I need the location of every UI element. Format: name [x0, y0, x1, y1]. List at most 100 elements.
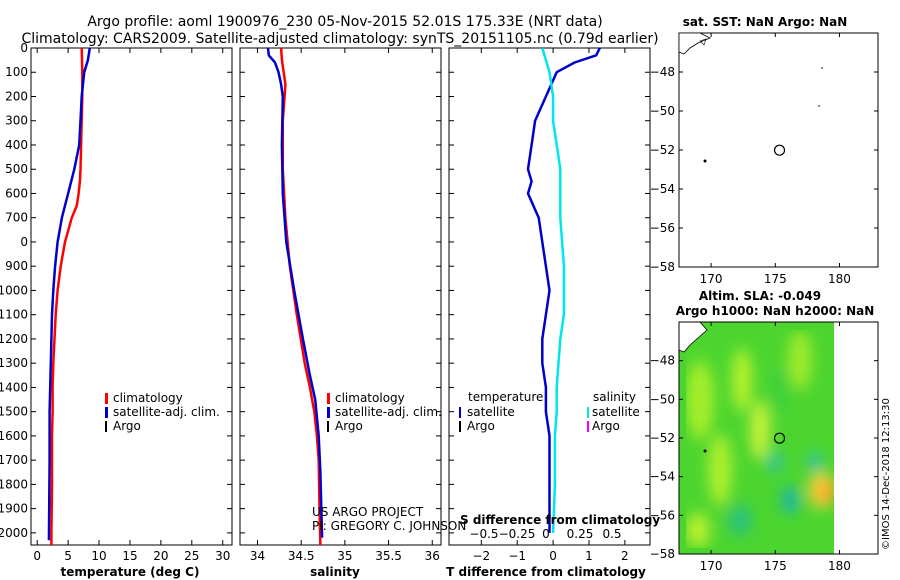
salinity-legend: climatology satellite-adj. clim. Argo	[327, 391, 442, 433]
map-y-tick-label: −50	[650, 392, 675, 406]
island-dot	[821, 67, 823, 69]
temperature-axes-frame	[30, 47, 233, 546]
x-tick-label: −1	[508, 549, 526, 563]
legend-swatch-argo	[327, 421, 329, 432]
series-line-salinity-satellite	[541, 48, 566, 533]
sla-blob	[686, 360, 714, 440]
legend-label-t-argo: Argo	[467, 419, 495, 433]
depth-tick-label: 300	[5, 114, 28, 128]
x-tick-label: 0	[33, 549, 41, 563]
s-tick-label: 0	[542, 527, 550, 541]
x-tick-label: 34.5	[288, 549, 315, 563]
depth-tick-label: 2000	[0, 526, 28, 540]
x-tick-label: 34	[250, 549, 265, 563]
sst-x-axis: 170 175 180	[700, 33, 851, 286]
legend-swatch-argo	[105, 421, 107, 432]
difference-lines	[526, 48, 601, 533]
x-tick-label: 35.5	[375, 549, 402, 563]
legend-label-s-argo: Argo	[592, 419, 620, 433]
sla-blob	[781, 486, 799, 514]
sla-title-line1: Altim. SLA: -0.049	[699, 289, 821, 303]
x-tick-label: −2	[472, 549, 490, 563]
depth-tick-label: 0	[20, 235, 28, 249]
legend-label-climatology: climatology	[113, 391, 183, 405]
sla-blobs	[686, 330, 834, 548]
legend-label-argo: Argo	[113, 419, 141, 433]
depth-tick-label: 1800	[0, 477, 28, 491]
depth-tick-label: 1600	[0, 429, 28, 443]
x-tick-label: 10	[91, 549, 106, 563]
s-tick-label: 0.5	[602, 527, 621, 541]
s-difference-label: S difference from climatology	[460, 513, 660, 527]
title-line1: Argo profile: aoml 1900976_230 05-Nov-20…	[87, 14, 602, 30]
depth-tick-label: 1200	[0, 332, 28, 346]
depth-axis: 0 100 200 300 400 500 600 700 0 900 1000 1100 1200 13…	[0, 41, 232, 540]
depth-tick-label: 600	[5, 186, 28, 200]
map-x-tick-label: 175	[764, 272, 787, 286]
s-tick-label: −0.25	[499, 527, 536, 541]
s-tick-label: 0.25	[567, 527, 594, 541]
series-line-climatology	[50, 48, 84, 545]
difference-xlabel: T difference from climatology	[446, 565, 646, 579]
map-y-tick-label: −54	[650, 470, 675, 484]
map-y-tick-label: −54	[650, 182, 675, 196]
sla-heatmap	[679, 322, 834, 554]
depth-tick-label: 900	[5, 259, 28, 273]
map-x-tick-label: 180	[828, 272, 851, 286]
island-outline	[699, 38, 707, 46]
depth-tick-label: 0	[20, 41, 28, 55]
series-line-climatology	[279, 48, 322, 545]
nz-coastline	[679, 322, 708, 353]
salinity-panel: 34 34.5 35 35.5 36 salinity climatology sate…	[239, 47, 466, 579]
x-tick-label: 0	[549, 549, 557, 563]
x-tick-label: 35	[337, 549, 352, 563]
sst-map-panel: sat. SST: NaN Argo: NaN 170 175 180 −48 −50…	[650, 15, 879, 286]
map-x-tick-label: 170	[700, 272, 723, 286]
sla-y-axis: −48 −50 −52 −54 −56 −58	[650, 354, 878, 561]
depth-tick-label: 700	[5, 211, 28, 225]
temperature-legend: climatology satellite-adj. clim. Argo	[105, 391, 220, 433]
map-y-tick-label: −48	[650, 65, 675, 79]
temperature-xlabel: temperature (deg C)	[61, 565, 200, 579]
map-y-tick-label: −50	[650, 104, 675, 118]
sla-marks	[773, 432, 786, 444]
nz-coastline	[678, 32, 711, 55]
sla-title-line2: Argo h1000: NaN h2000: NaN	[676, 304, 875, 318]
map-y-tick-label: −48	[650, 354, 675, 368]
depth-tick-label: 1400	[0, 380, 28, 394]
sla-map-panel: Altim. SLA: -0.049 Argo h1000: NaN h2000…	[650, 289, 879, 573]
credit-project: US ARGO PROJECT	[312, 505, 424, 519]
legend-label-climatology: climatology	[335, 391, 405, 405]
map-y-tick-label: −52	[650, 143, 675, 157]
map-x-tick-label: 175	[764, 559, 787, 573]
salinity-axes-frame	[239, 47, 442, 546]
map-x-tick-label: 180	[828, 559, 851, 573]
difference-x-axis: −2 −1 0 1 2	[449, 47, 650, 563]
legend-label-satellite: satellite-adj. clim.	[335, 405, 442, 419]
s-difference-ticks: −0.5 −0.25 0 0.25 0.5	[469, 527, 621, 541]
temperature-panel: 0100200300400500600700090010001100120013…	[0, 41, 233, 579]
x-tick-label: 25	[184, 549, 199, 563]
legend-swatch-satellite	[105, 407, 108, 418]
x-tick-label: 5	[64, 549, 72, 563]
difference-panel: −2 −1 0 1 2 T difference from climatology S …	[446, 47, 660, 579]
s-tick-label: −0.5	[469, 527, 498, 541]
sla-blob	[708, 434, 732, 506]
x-tick-label: 2	[621, 549, 629, 563]
depth-tick-label: 500	[5, 162, 28, 176]
sla-blob	[788, 330, 812, 390]
sla-blob	[686, 512, 710, 548]
legend-title-temperature: temperature	[468, 390, 543, 404]
x-tick-label: 1	[585, 549, 593, 563]
credit-pi: PI: GREGORY C. JOHNSON	[312, 519, 466, 533]
depth-tick-label: 200	[5, 89, 28, 103]
map-x-tick-label: 170	[700, 559, 723, 573]
legend-label-argo: Argo	[335, 419, 363, 433]
sst-marks	[773, 144, 786, 156]
temperature-lines	[47, 48, 92, 545]
difference-axes-frame	[448, 47, 651, 546]
sst-map-title: sat. SST: NaN Argo: NaN	[683, 15, 848, 29]
sla-blob	[772, 364, 788, 416]
sla-blob	[750, 400, 770, 460]
